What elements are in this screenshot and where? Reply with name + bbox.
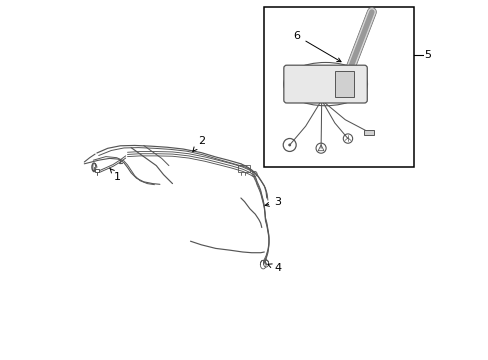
Text: 6: 6 [293, 31, 340, 62]
Circle shape [287, 144, 290, 147]
Text: 1: 1 [109, 168, 121, 182]
Text: 3: 3 [264, 197, 281, 207]
Text: 4: 4 [267, 263, 281, 273]
Text: 2: 2 [192, 136, 204, 151]
Text: 5: 5 [424, 50, 430, 60]
Bar [334, 71, 354, 97]
Bar [363, 130, 373, 135]
Bar [95, 169, 99, 172]
FancyBboxPatch shape [283, 65, 366, 103]
Bar [238, 165, 249, 172]
Bar [264, 7, 413, 167]
